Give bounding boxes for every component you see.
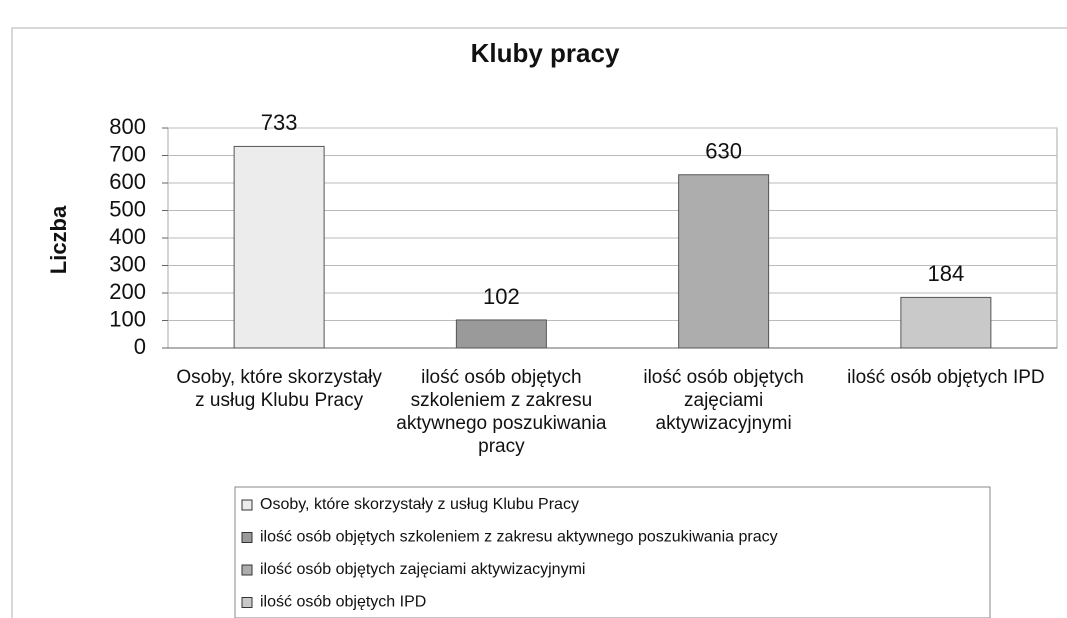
x-tick-label: ilość osób objętych szkoleniem z zakresu a… <box>396 367 607 457</box>
y-tick-label: 0 <box>134 334 146 359</box>
data-label: 184 <box>928 261 965 286</box>
bar <box>455 319 547 349</box>
chart-title: Kluby pracy <box>471 38 620 68</box>
y-tick-label: 300 <box>109 251 146 276</box>
y-tick-label: 200 <box>109 279 146 304</box>
data-label: 733 <box>261 110 298 135</box>
y-tick-label: 700 <box>109 141 146 166</box>
legend-label: ilość osób objętych zajęciami aktywizacy… <box>260 561 585 578</box>
legend-swatch <box>241 499 253 511</box>
chart-frame <box>11 27 1067 618</box>
legend-swatch <box>241 597 253 608</box>
bar <box>678 174 770 349</box>
y-tick-label: 100 <box>109 306 146 331</box>
y-tick-label: 600 <box>109 169 146 194</box>
legend-label: ilość osób objętych IPD <box>260 594 426 611</box>
legend-label: Osoby, które skorzystały z usług Klubu P… <box>260 496 579 513</box>
legend-swatch <box>241 564 253 576</box>
legend-swatch <box>241 532 253 543</box>
bar <box>900 296 992 349</box>
y-axis-label: Liczba <box>46 205 71 274</box>
legend-label: ilość osób objętych szkoleniem z zakresu… <box>260 529 778 546</box>
data-label: 102 <box>483 284 520 309</box>
x-tick-label: Osoby, które skorzystały z usług Klubu Pr… <box>176 367 382 411</box>
y-tick-label: 800 <box>109 114 146 139</box>
y-tick-label: 500 <box>109 196 146 221</box>
bar <box>233 145 325 349</box>
legend <box>234 486 991 618</box>
x-tick-label: ilość osób objętych zajęciami aktywizacyjn… <box>643 367 804 434</box>
data-label: 630 <box>705 139 742 164</box>
x-tick-label: ilość osób objętych IPD <box>847 367 1045 388</box>
y-tick-label: 400 <box>109 224 146 249</box>
